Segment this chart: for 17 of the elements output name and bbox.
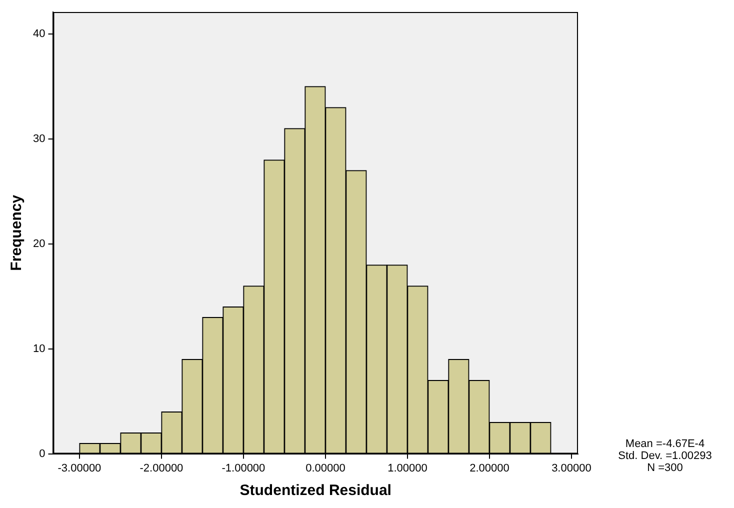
y-tick-label: 0 xyxy=(39,448,46,460)
text: Mean =-4.67E-4 xyxy=(624,438,706,450)
y-tick-label: 20 xyxy=(32,238,46,250)
y-tick-label: 30 xyxy=(32,133,46,146)
x-tick-label: 2.00000 xyxy=(470,462,510,474)
y-axis-title: Frequency xyxy=(8,194,26,271)
x-tick-label: -2.00000 xyxy=(140,462,184,474)
y-tick-label: 40 xyxy=(32,28,46,40)
text: Std. Dev. =1.00293 xyxy=(617,450,713,462)
text: N =300 xyxy=(646,462,684,474)
y-tick-label: 10 xyxy=(32,342,46,355)
x-tick-label: -3.00000 xyxy=(58,462,102,474)
x-tick-label: 3.00000 xyxy=(552,462,592,474)
x-tick-label: -1.00000 xyxy=(222,462,266,474)
x-axis-title: Studentized Residual xyxy=(240,482,392,500)
x-tick-label: 0.00000 xyxy=(306,462,346,474)
x-tick-label: 1.00000 xyxy=(388,462,428,474)
